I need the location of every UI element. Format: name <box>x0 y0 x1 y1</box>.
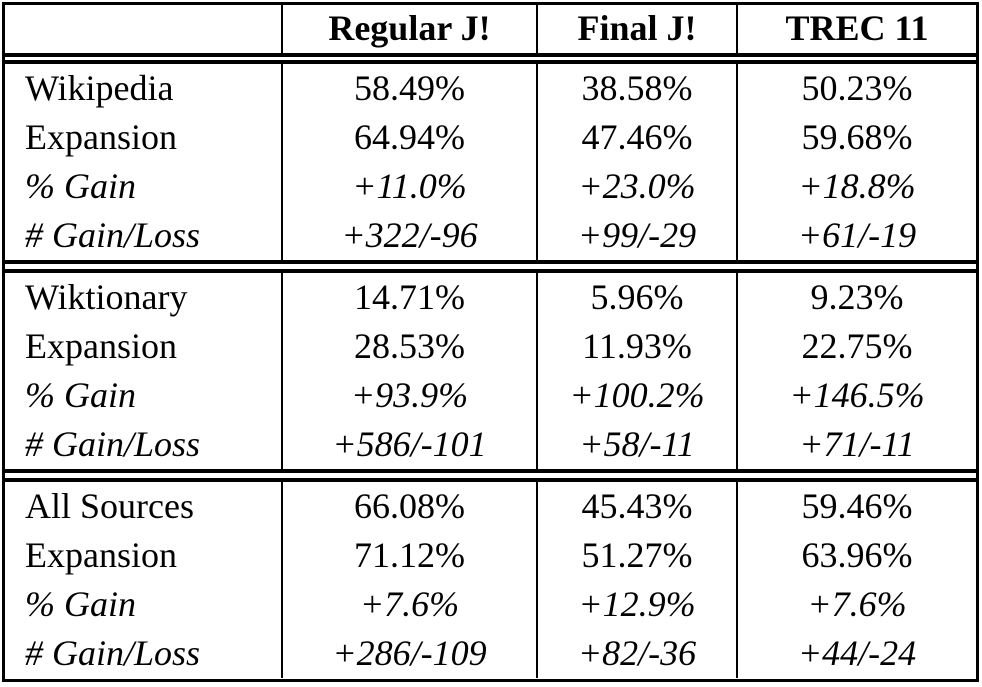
cell-value: 50.23% <box>801 68 913 108</box>
cell-value: 51.27% <box>538 531 738 580</box>
header-row: Regular J! Final J! TREC 11 <box>5 5 976 64</box>
table-group-wikipedia: Wikipedia 58.49% 38.58% 50.23% Expansion… <box>5 64 976 273</box>
cell-value: +44/-24 <box>797 633 917 673</box>
table-row: Wikipedia 58.49% 38.58% 50.23% <box>5 64 976 113</box>
column-header-trec-11: TREC 11 <box>785 8 929 48</box>
table-row: Expansion 71.12% 51.27% 63.96% <box>5 531 976 580</box>
column-header-empty <box>5 5 283 53</box>
row-label: # Gain/Loss <box>5 420 283 469</box>
cell-value: +7.6% <box>283 580 538 629</box>
table-row: # Gain/Loss +322/-96 +99/-29 +61/-19 <box>5 211 976 260</box>
table-group-all-sources: All Sources 66.08% 45.43% 59.46% Expansi… <box>5 482 976 678</box>
cell-value: +23.0% <box>538 162 738 211</box>
cell-value: 28.53% <box>283 322 538 371</box>
cell-value: 45.43% <box>538 482 738 531</box>
cell-value: +7.6% <box>807 584 907 624</box>
table-row: All Sources 66.08% 45.43% 59.46% <box>5 482 976 531</box>
cell-value: +11.0% <box>283 162 538 211</box>
column-header-regular-j: Regular J! <box>283 5 538 53</box>
cell-value: 38.58% <box>538 64 738 113</box>
cell-value: +146.5% <box>789 375 925 415</box>
row-label: Expansion <box>5 322 283 371</box>
table-row: Wiktionary 14.71% 5.96% 9.23% <box>5 273 976 322</box>
row-label: Wikipedia <box>5 64 283 113</box>
cell-value: +99/-29 <box>538 211 738 260</box>
row-label: % Gain <box>5 162 283 211</box>
cell-value: +322/-96 <box>283 211 538 260</box>
cell-value: +286/-109 <box>283 629 538 678</box>
cell-value: 71.12% <box>283 531 538 580</box>
cell-value: +93.9% <box>283 371 538 420</box>
table-row: % Gain +7.6% +12.9% +7.6% <box>5 580 976 629</box>
table-row: % Gain +93.9% +100.2% +146.5% <box>5 371 976 420</box>
cell-value: 63.96% <box>801 535 913 575</box>
cell-value: 64.94% <box>283 113 538 162</box>
cell-value: +71/-11 <box>799 424 915 464</box>
row-label: % Gain <box>5 371 283 420</box>
cell-value: +12.9% <box>538 580 738 629</box>
cell-value: 5.96% <box>538 273 738 322</box>
table-row: # Gain/Loss +286/-109 +82/-36 +44/-24 <box>5 629 976 678</box>
cell-value: +82/-36 <box>538 629 738 678</box>
cell-value: 9.23% <box>810 277 904 317</box>
row-label: All Sources <box>5 482 283 531</box>
table-row: % Gain +11.0% +23.0% +18.8% <box>5 162 976 211</box>
cell-value: 11.93% <box>538 322 738 371</box>
column-header-final-j: Final J! <box>538 5 738 53</box>
cell-value: 14.71% <box>283 273 538 322</box>
cell-value: 59.68% <box>801 117 913 157</box>
row-label: Expansion <box>5 531 283 580</box>
cell-value: +18.8% <box>798 166 916 206</box>
row-label: # Gain/Loss <box>5 211 283 260</box>
cell-value: 47.46% <box>538 113 738 162</box>
table-row: # Gain/Loss +586/-101 +58/-11 +71/-11 <box>5 420 976 469</box>
table-row: Expansion 28.53% 11.93% 22.75% <box>5 322 976 371</box>
cell-value: +586/-101 <box>283 420 538 469</box>
row-label: Wiktionary <box>5 273 283 322</box>
cell-value: 22.75% <box>801 326 913 366</box>
cell-value: 59.46% <box>801 486 913 526</box>
table-group-wiktionary: Wiktionary 14.71% 5.96% 9.23% Expansion … <box>5 273 976 482</box>
row-label: # Gain/Loss <box>5 629 283 678</box>
cell-value: +100.2% <box>538 371 738 420</box>
cell-value: +58/-11 <box>538 420 738 469</box>
cell-value: 58.49% <box>283 64 538 113</box>
row-label: % Gain <box>5 580 283 629</box>
row-label: Expansion <box>5 113 283 162</box>
cell-value: 66.08% <box>283 482 538 531</box>
table-row: Expansion 64.94% 47.46% 59.68% <box>5 113 976 162</box>
cell-value: +61/-19 <box>797 215 917 255</box>
